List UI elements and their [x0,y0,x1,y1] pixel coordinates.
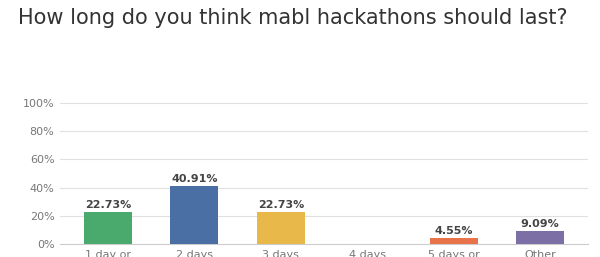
Bar [257,212,305,244]
Text: How long do you think mabl hackathons should last?: How long do you think mabl hackathons sh… [18,8,568,28]
Bar [84,212,131,244]
Bar [430,238,478,244]
Bar [517,231,564,244]
Text: 22.73%: 22.73% [257,200,304,210]
Text: 4.55%: 4.55% [434,226,473,236]
Text: 9.09%: 9.09% [521,219,560,229]
Bar [170,186,218,244]
Text: 40.91%: 40.91% [171,174,218,184]
Text: 22.73%: 22.73% [85,200,131,210]
